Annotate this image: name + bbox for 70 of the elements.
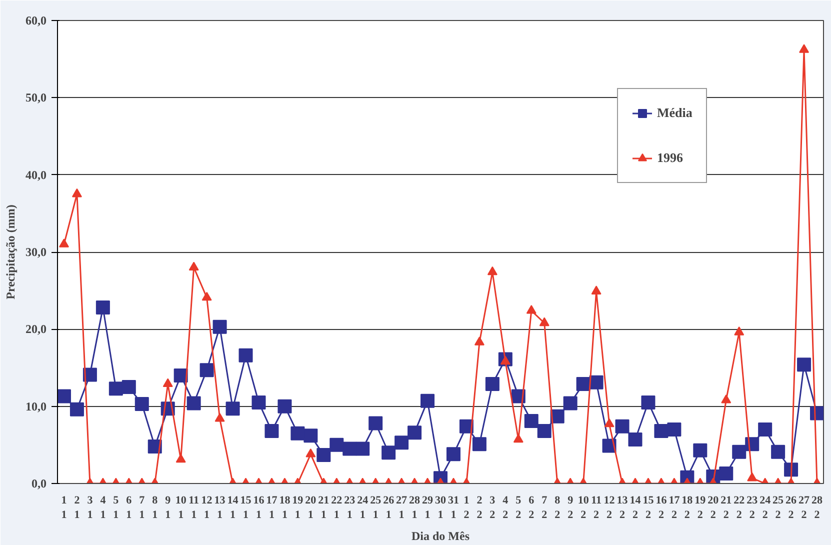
y-axis-title: Precipitação (mm) xyxy=(4,204,18,300)
x-tick-label: 19 1 xyxy=(292,494,304,521)
x-tick-label: 1 2 xyxy=(464,494,470,521)
x-tick-label: 28 1 xyxy=(409,494,421,521)
x-tick-label: 4 1 xyxy=(100,494,106,521)
x-tick-label: 21 2 xyxy=(720,494,732,521)
x-tick-label: 1 1 xyxy=(61,494,67,521)
x-tick-label: 11 2 xyxy=(591,494,602,521)
x-tick-label: 20 1 xyxy=(305,494,317,521)
x-tick-label: 26 2 xyxy=(786,494,798,521)
x-tick-label: 6 2 xyxy=(528,494,535,521)
x-tick-label: 2 2 xyxy=(476,494,483,521)
x-tick-label: 6 1 xyxy=(126,494,132,521)
x-tick-label: 18 2 xyxy=(682,494,694,521)
x-tick-label: 12 2 xyxy=(604,494,616,521)
x-tick-label: 19 2 xyxy=(694,494,706,521)
legend-label: Média xyxy=(657,105,692,121)
x-tick-label: 29 1 xyxy=(422,494,434,521)
x-tick-label: 5 2 xyxy=(516,494,522,521)
x-tick-label: 2 1 xyxy=(74,494,80,521)
x-tick-label: 20 2 xyxy=(708,494,720,521)
x-tick-label: 11 1 xyxy=(188,494,200,521)
y-tick-label: 10,0 xyxy=(26,399,46,414)
x-tick-label: 17 2 xyxy=(668,494,680,521)
x-tick-label: 7 2 xyxy=(542,494,548,521)
y-tick-label: 50,0 xyxy=(26,90,46,105)
x-tick-label: 24 2 xyxy=(760,494,772,521)
x-tick-label: 12 1 xyxy=(201,494,213,521)
x-tick-label: 23 2 xyxy=(746,494,758,521)
x-tick-label: 9 1 xyxy=(165,494,172,521)
x-tick-label: 14 1 xyxy=(227,494,239,521)
x-tick-label: 9 2 xyxy=(568,494,574,521)
x-tick-label: 8 2 xyxy=(554,494,561,521)
x-tick-label: 27 2 xyxy=(798,494,810,521)
x-tick-label: 16 1 xyxy=(253,494,265,521)
x-tick-label: 17 1 xyxy=(266,494,278,521)
x-tick-label: 16 2 xyxy=(656,494,668,521)
x-tick-label: 24 1 xyxy=(357,494,369,521)
x-tick-label: 3 2 xyxy=(490,494,496,521)
x-tick-label: 15 1 xyxy=(240,494,252,521)
x-tick-label: 22 2 xyxy=(734,494,746,521)
x-tick-label: 13 1 xyxy=(214,494,226,521)
x-tick-label: 26 1 xyxy=(383,494,395,521)
x-tick-label: 7 1 xyxy=(139,494,146,521)
x-tick-label: 3 1 xyxy=(87,494,94,521)
legend-label: 1996 xyxy=(657,150,683,166)
x-tick-label: 10 1 xyxy=(175,494,187,521)
y-tick-label: 0,0 xyxy=(32,476,46,490)
y-tick-label: 40,0 xyxy=(26,168,46,182)
x-tick-label: 15 2 xyxy=(642,494,654,521)
x-tick-label: 25 2 xyxy=(772,494,784,521)
y-tick-label: 60,0 xyxy=(26,14,46,28)
x-tick-label: 4 2 xyxy=(502,494,509,521)
x-tick-label: 10 2 xyxy=(578,494,590,521)
x-tick-label: 27 1 xyxy=(396,494,408,521)
x-tick-label: 18 1 xyxy=(279,494,291,521)
x-tick-label: 21 1 xyxy=(318,494,330,521)
x-tick-label: 5 1 xyxy=(113,494,120,521)
x-tick-label: 14 2 xyxy=(630,494,642,521)
y-tick-label: 20,0 xyxy=(26,322,46,336)
y-tick-label: 30,0 xyxy=(26,245,46,259)
x-tick-label: 25 1 xyxy=(370,494,382,521)
x-tick-label: 22 1 xyxy=(331,494,343,521)
x-axis-title: Dia do Mês xyxy=(412,528,470,543)
x-tick-label: 30 1 xyxy=(435,494,446,521)
x-tick-label: 23 1 xyxy=(344,494,356,521)
x-tick-label: 8 1 xyxy=(152,494,158,521)
x-tick-label: 31 1 xyxy=(448,494,459,521)
x-tick-label: 13 2 xyxy=(616,494,628,521)
x-tick-label: 28 2 xyxy=(812,494,824,521)
